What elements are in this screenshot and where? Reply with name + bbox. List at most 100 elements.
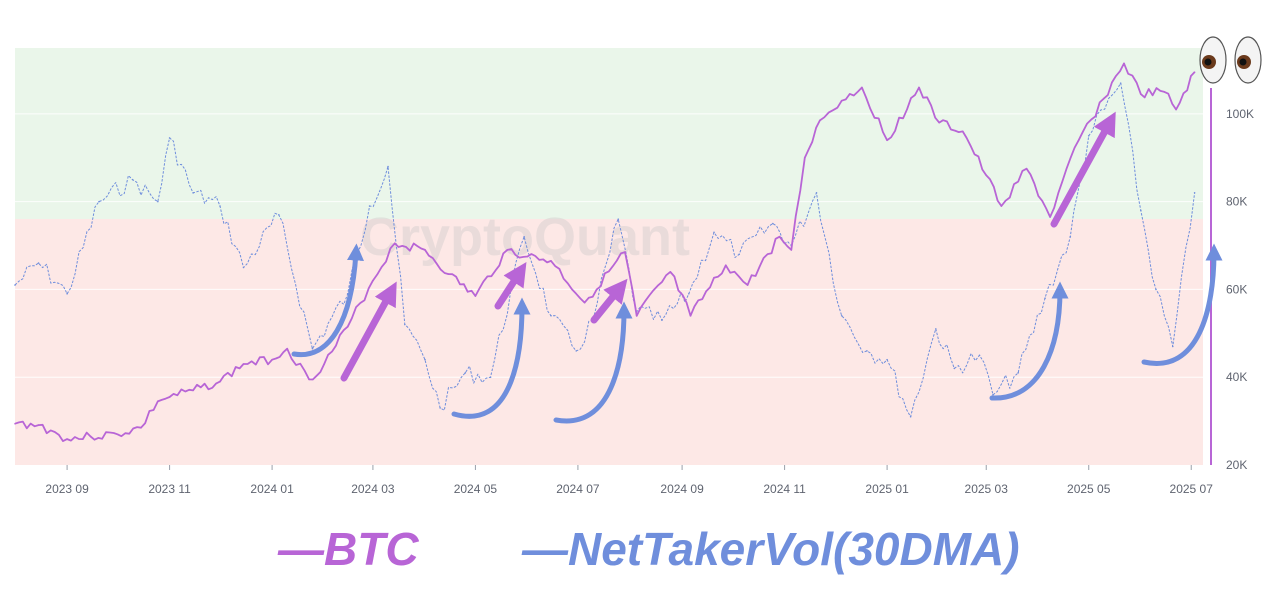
point-nettakervol-30dma--37	[935, 328, 937, 330]
point-btc-46	[1103, 97, 1105, 100]
point-nettakervol-30dma--35	[886, 358, 888, 361]
y-tick-label-2: 60K	[1226, 282, 1247, 296]
chart-legend: —BTC —NetTakerVol(30DMA)	[0, 516, 1280, 586]
point-btc-35	[840, 99, 843, 102]
point-nettakervol-30dma--27	[688, 293, 690, 295]
point-btc-21	[506, 249, 509, 251]
point-nettakervol-30dma--36	[909, 415, 912, 418]
point-btc-8	[192, 389, 194, 392]
point-btc-7	[168, 396, 171, 398]
point-nettakervol-30dma--45	[1119, 82, 1122, 84]
point-nettakervol-30dma--4	[131, 178, 134, 181]
point-btc-34	[819, 119, 821, 122]
point-btc-49	[1163, 91, 1166, 93]
point-nettakervol-30dma--2	[66, 293, 68, 295]
point-btc-48	[1140, 93, 1142, 95]
point-nettakervol-30dma--28	[713, 231, 715, 234]
point-btc-30	[746, 284, 749, 286]
point-btc-5	[140, 426, 142, 429]
point-nettakervol-30dma--30	[772, 222, 774, 225]
point-nettakervol-30dma--8	[219, 205, 221, 207]
point-btc-15	[346, 325, 349, 328]
x-tick-label-3: 2024 03	[351, 482, 395, 496]
nettakervol-series-layer	[14, 82, 1196, 418]
point-nettakervol-30dma--34	[866, 350, 868, 352]
point-btc-33	[803, 156, 806, 159]
point-nettakervol-30dma--49	[1193, 192, 1196, 194]
point-btc-0	[14, 422, 16, 425]
point-btc-16	[372, 279, 374, 282]
point-nettakervol-30dma--39	[978, 354, 981, 357]
point-btc-12	[286, 347, 289, 350]
point-btc-50	[1175, 108, 1177, 111]
eyes-emoji-icon	[1199, 36, 1262, 84]
point-nettakervol-30dma--38	[953, 367, 956, 370]
point-btc-1	[37, 424, 40, 426]
point-btc-17	[393, 242, 396, 245]
y-tick-label-1: 40K	[1226, 370, 1247, 384]
point-nettakervol-30dma--32	[815, 192, 818, 194]
point-nettakervol-30dma--44	[1087, 134, 1090, 137]
point-nettakervol-30dma--17	[439, 407, 441, 409]
legend-nettakervol: —NetTakerVol(30DMA)	[522, 523, 1020, 575]
x-tick-label-7: 2024 11	[763, 482, 806, 496]
point-nettakervol-30dma--42	[1044, 297, 1046, 300]
point-nettakervol-30dma--14	[387, 165, 389, 168]
negative-band	[15, 219, 1203, 465]
x-tick-label-0: 2023 09	[45, 482, 89, 496]
point-nettakervol-30dma--47	[1155, 288, 1157, 291]
point-btc-32	[790, 249, 793, 251]
series-line-btc	[14, 62, 1196, 442]
point-btc-45	[1077, 139, 1080, 141]
series-line-nettakervol-30dma-	[14, 82, 1196, 418]
purple-arrow-3	[590, 278, 628, 324]
point-nettakervol-30dma--29	[738, 253, 741, 256]
point-nettakervol-30dma--7	[192, 192, 194, 194]
point-btc-25	[624, 251, 626, 253]
point-nettakervol-30dma--11	[311, 347, 314, 350]
point-btc-3	[89, 435, 92, 438]
point-btc-11	[271, 358, 273, 361]
point-nettakervol-30dma--1	[37, 262, 40, 264]
btc-series-layer	[14, 62, 1196, 442]
positive-band	[15, 48, 1203, 219]
purple-arrow-2	[494, 262, 527, 310]
point-btc-42	[1000, 205, 1003, 207]
point-btc-41	[985, 174, 988, 177]
y-tick-label-4: 100K	[1226, 107, 1254, 121]
point-nettakervol-30dma--3	[98, 200, 100, 203]
x-tick-label-5: 2024 07	[556, 482, 600, 496]
x-axis-ticks: 2023 09 2023 11 2024 01 2024 03 2024 05 2024 …	[45, 465, 1213, 496]
point-nettakervol-30dma--46	[1140, 209, 1142, 212]
point-btc-29	[724, 264, 727, 267]
point-btc-2	[66, 438, 68, 440]
point-btc-10	[242, 363, 245, 365]
point-nettakervol-30dma--43	[1069, 235, 1072, 238]
x-tick-label-8: 2025 01	[865, 482, 909, 496]
x-tick-label-2: 2024 01	[250, 482, 294, 496]
point-nettakervol-30dma--10	[278, 214, 280, 216]
point-nettakervol-30dma--20	[523, 235, 525, 238]
blue-arrow-2	[451, 297, 531, 419]
y-tick-label-0: 20K	[1226, 458, 1247, 472]
point-nettakervol-30dma--15	[404, 323, 406, 326]
point-btc-4	[116, 433, 119, 436]
purple-arrow-4	[1050, 111, 1116, 228]
y-axis-ticks: 20K 40K 60K 80K 100K	[1226, 107, 1254, 472]
point-btc-26	[635, 314, 638, 317]
point-nettakervol-30dma--6	[168, 137, 171, 139]
point-nettakervol-30dma--24	[617, 218, 620, 220]
point-btc-14	[323, 363, 325, 365]
point-btc-24	[583, 301, 586, 304]
point-nettakervol-30dma--40	[992, 393, 994, 396]
point-btc-28	[689, 314, 692, 317]
point-btc-22	[526, 255, 529, 258]
x-tick-label-9: 2025 03	[965, 482, 1009, 496]
x-tick-label-6: 2024 09	[660, 482, 704, 496]
watermark: CryptoQuant	[360, 207, 690, 267]
point-btc-23	[550, 260, 552, 262]
point-btc-47	[1123, 62, 1125, 65]
point-nettakervol-30dma--0	[14, 284, 16, 286]
point-nettakervol-30dma--33	[840, 314, 843, 317]
